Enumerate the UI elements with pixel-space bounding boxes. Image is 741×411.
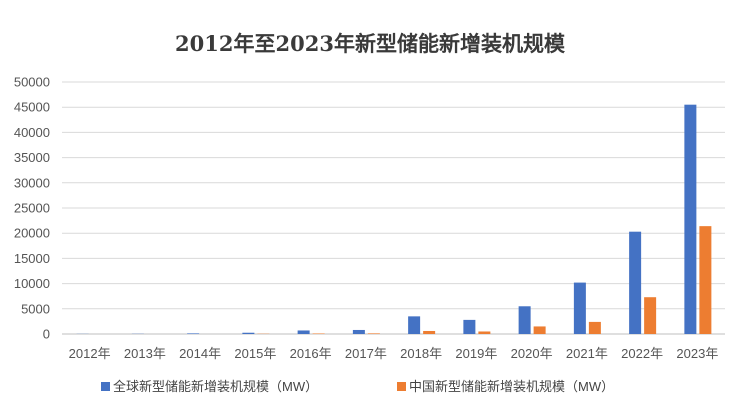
chart-title: 2012年至2023年新型储能新增装机规模	[175, 31, 566, 56]
bar-china-2022年	[644, 297, 657, 334]
bar-china-2017年	[367, 333, 380, 334]
x-tick-label: 2023年	[676, 346, 718, 361]
legend: 全球新型储能新增装机规模（MW） 中国新型储能新增装机规模（MW）	[101, 379, 614, 394]
x-tick-label: 2022年	[621, 346, 663, 361]
bar-china-2020年	[533, 326, 546, 334]
bar-china-2019年	[478, 331, 491, 334]
legend-label-global: 全球新型储能新增装机规模（MW）	[113, 379, 318, 394]
x-tick-label: 2017年	[345, 346, 387, 361]
y-tick-label: 10000	[14, 276, 50, 291]
y-tick-label: 5000	[21, 301, 50, 316]
bars	[76, 104, 712, 335]
y-tick-label: 15000	[14, 251, 50, 266]
x-tick-label: 2016年	[290, 346, 332, 361]
bar-global-2016年	[297, 330, 310, 334]
x-tick-label: 2013年	[124, 346, 166, 361]
gridlines	[62, 81, 725, 335]
y-axis-ticks: 0 5000 10000 15000 20000 25000 30000 35000 40000…	[14, 75, 50, 342]
y-tick-label: 20000	[14, 226, 50, 241]
bar-global-2014年	[187, 333, 200, 334]
x-tick-label: 2012年	[69, 346, 111, 361]
x-axis-ticks: 2012年 2013年 2014年 2015年 2016年 2017年 2018年 2019年…	[69, 346, 719, 361]
y-tick-label: 35000	[14, 150, 50, 165]
bar-china-2016年	[312, 333, 325, 334]
bar-china-2021年	[588, 321, 601, 334]
bar-global-2015年	[242, 332, 255, 334]
x-tick-label: 2021年	[566, 346, 608, 361]
x-tick-label: 2018年	[400, 346, 442, 361]
y-tick-label: 0	[43, 327, 50, 342]
x-tick-label: 2020年	[511, 346, 553, 361]
bar-global-2023年	[684, 104, 697, 335]
x-tick-label: 2019年	[455, 346, 497, 361]
y-tick-label: 40000	[14, 125, 50, 140]
bar-global-2019年	[463, 319, 476, 334]
x-tick-label: 2015年	[234, 346, 276, 361]
x-tick-label: 2014年	[179, 346, 221, 361]
bar-global-2020年	[518, 306, 531, 334]
bar-global-2017年	[352, 329, 365, 334]
legend-label-china: 中国新型储能新增装机规模（MW）	[409, 379, 614, 394]
legend-swatch-global	[101, 382, 110, 391]
y-tick-label: 50000	[14, 75, 50, 90]
legend-swatch-china	[397, 382, 406, 391]
bar-global-2018年	[408, 316, 421, 334]
bar-china-2023年	[699, 226, 712, 334]
bar-global-2021年	[573, 282, 586, 334]
bar-china-2018年	[423, 330, 436, 334]
bar-global-2022年	[629, 231, 642, 334]
y-tick-label: 45000	[14, 100, 50, 115]
y-tick-label: 30000	[14, 175, 50, 190]
y-tick-label: 25000	[14, 201, 50, 216]
